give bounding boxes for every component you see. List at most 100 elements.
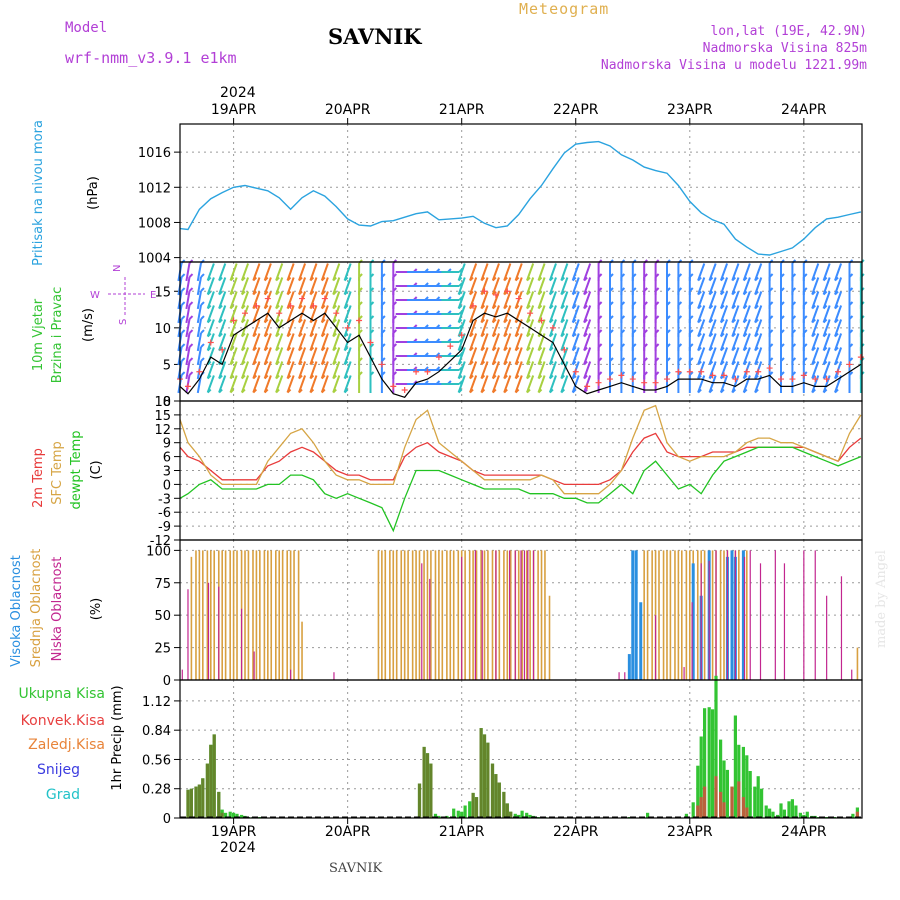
- wind-barb-feather: [188, 301, 194, 306]
- wind-barb: [480, 263, 489, 281]
- wind-barb-feather: [309, 276, 315, 282]
- wind-barb-feather: [241, 388, 246, 394]
- wind-barb: [457, 333, 466, 351]
- wind-barb-feather: [381, 357, 386, 362]
- wind-barb-feather: [298, 276, 303, 282]
- wind-barb: [298, 305, 307, 323]
- wind-barb-feather: [620, 357, 626, 362]
- wind-barb-feather: [791, 371, 797, 376]
- wind-barb: [571, 277, 580, 295]
- wind-barb: [320, 263, 329, 281]
- wind-barb-feather: [677, 273, 683, 278]
- wind-barb-feather: [218, 276, 223, 282]
- wind-barb-feather: [358, 343, 363, 348]
- gust-marker: [743, 368, 750, 375]
- compass-n: N: [112, 265, 123, 272]
- wind-barb: [708, 263, 717, 281]
- gust-marker: [219, 346, 226, 353]
- ylabel-wind-unit: (m/s): [81, 308, 96, 342]
- wind-barb: [697, 347, 706, 365]
- panel-frame-pressure: [179, 123, 863, 263]
- wind-barb-feather: [275, 318, 280, 324]
- wind-barb-feather: [480, 290, 486, 296]
- wind-barb-feather: [200, 301, 205, 306]
- gust-marker: [549, 324, 556, 331]
- precip-bar-total: [528, 814, 532, 818]
- wind-barb: [583, 319, 592, 337]
- wind-barb-feather: [252, 290, 258, 296]
- precip-bar-total: [437, 815, 441, 818]
- wind-barb-feather: [609, 343, 614, 348]
- wind-barb-feather: [180, 357, 186, 362]
- wind-barb: [469, 277, 478, 295]
- wind-barb-feather: [514, 346, 520, 352]
- y-tick-label: 25: [154, 642, 171, 657]
- wind-barb: [822, 375, 831, 393]
- precip-bar-total: [517, 814, 521, 818]
- wind-barb-feather: [275, 388, 280, 394]
- precip-bar-total: [240, 814, 244, 818]
- wind-barb-feather: [514, 276, 520, 282]
- gust-marker: [835, 368, 842, 375]
- wind-barb: [731, 277, 740, 295]
- wind-barb: [503, 347, 512, 365]
- wind-barb-feather: [263, 318, 269, 324]
- y-tick-label: -6: [158, 506, 171, 521]
- wind-barb-feather: [571, 332, 577, 338]
- wind-barb-feather: [218, 332, 223, 338]
- wind-barb: [229, 375, 238, 393]
- wind-barb-feather: [503, 360, 508, 366]
- precip-bar-snow: [186, 789, 190, 818]
- wind-barb-feather: [180, 287, 186, 292]
- wind-barb: [708, 305, 717, 323]
- wind-barb-feather: [609, 287, 614, 292]
- wind-barb-feather: [754, 318, 759, 324]
- precip-bar-snow: [205, 763, 209, 818]
- wind-barb: [457, 375, 466, 393]
- wind-barb: [742, 375, 751, 393]
- wind-barb-feather: [332, 388, 337, 394]
- wind-barb: [229, 291, 238, 309]
- precip-bar-total: [719, 739, 723, 818]
- wind-barb-feather: [381, 273, 386, 278]
- wind-barb: [332, 361, 341, 379]
- wind-barb: [309, 277, 318, 295]
- wind-barb: [240, 263, 250, 281]
- wind-barb-feather: [643, 357, 648, 362]
- wind-barb-feather: [480, 346, 486, 352]
- wind-barb-feather: [263, 388, 269, 394]
- wind-barb-feather: [241, 360, 246, 366]
- wind-barb: [571, 263, 580, 281]
- gust-marker: [447, 343, 454, 350]
- wind-barb: [719, 333, 729, 351]
- wind-barb-feather: [480, 388, 486, 394]
- wind-barb-feather: [666, 329, 671, 334]
- wind-barb-feather: [492, 276, 497, 282]
- wind-barb: [503, 291, 512, 309]
- wind-barb-feather: [526, 304, 531, 310]
- wind-barb: [457, 277, 466, 295]
- gust-marker: [778, 376, 785, 383]
- wind-barb: [503, 319, 512, 337]
- gust-marker: [538, 317, 545, 324]
- wind-barb: [491, 305, 500, 323]
- wind-barb: [731, 319, 740, 337]
- gust-marker: [606, 376, 613, 383]
- wind-barb: [742, 263, 751, 281]
- wind-barb: [811, 333, 820, 351]
- wind-barb-feather: [780, 357, 785, 362]
- wind-barb-feather: [252, 374, 258, 380]
- wind-barb-feather: [571, 360, 577, 366]
- precip-bar-total: [768, 808, 772, 818]
- wind-barb: [252, 277, 261, 295]
- precip-bar-total: [460, 811, 464, 818]
- precip-bar-total: [851, 813, 855, 818]
- wind-barb-feather: [381, 343, 386, 348]
- wind-barb-feather: [503, 290, 508, 296]
- wind-barb: [708, 375, 717, 393]
- wind-barb-feather: [597, 301, 603, 306]
- wind-barb-feather: [666, 273, 671, 278]
- wind-barb-feather: [697, 374, 702, 380]
- wind-barb-feather: [571, 318, 577, 324]
